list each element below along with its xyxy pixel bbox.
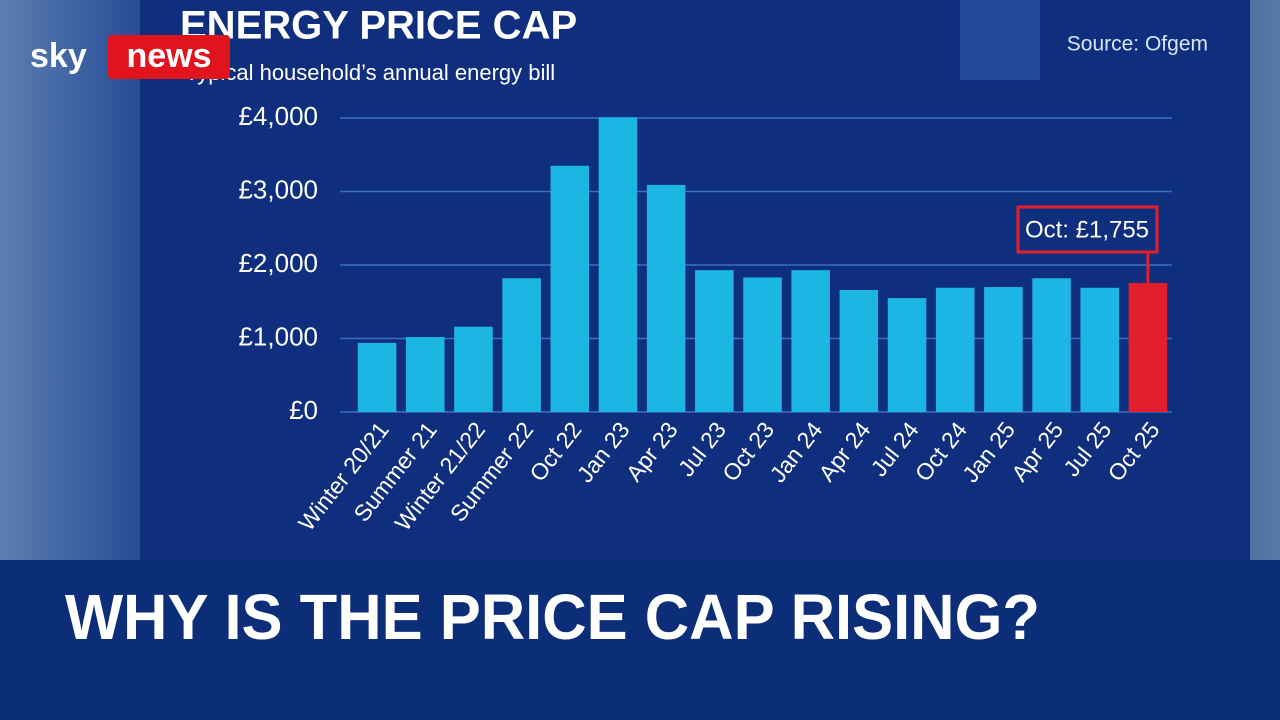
bar	[1080, 287, 1120, 412]
headline: WHY IS THE PRICE CAP RISING?	[65, 581, 1040, 653]
bar	[454, 326, 493, 412]
bar	[1032, 278, 1071, 412]
bar	[646, 184, 686, 412]
bar	[839, 289, 879, 412]
headline-bar	[0, 560, 1280, 720]
y-tick-label: £3,000	[238, 174, 318, 204]
bar	[935, 287, 975, 412]
chart-subtitle: Typical household’s annual energy bill	[185, 60, 555, 85]
bar	[405, 337, 445, 412]
y-tick-label: £0	[289, 395, 318, 425]
bar	[984, 287, 1023, 412]
logo-sky: sky	[30, 37, 87, 75]
bar	[502, 278, 541, 412]
y-tick-label: £4,000	[238, 101, 318, 131]
logo-box	[108, 35, 230, 79]
bar	[695, 270, 734, 412]
bar	[743, 277, 782, 412]
bar	[1128, 283, 1168, 412]
y-tick-label: £2,000	[238, 248, 318, 278]
decor-block	[960, 0, 1040, 80]
bar	[791, 270, 830, 412]
source: Source: Ofgem	[1067, 33, 1208, 56]
logo-news: news	[126, 37, 211, 75]
bar	[550, 165, 590, 412]
callout-label: Oct: £1,755	[1025, 216, 1149, 243]
chart-title: ENERGY PRICE CAP	[180, 4, 577, 48]
bar	[598, 117, 638, 412]
callout-box	[1016, 205, 1159, 254]
bar	[887, 298, 927, 412]
y-tick-label: £1,000	[238, 321, 318, 351]
bar	[357, 342, 397, 412]
